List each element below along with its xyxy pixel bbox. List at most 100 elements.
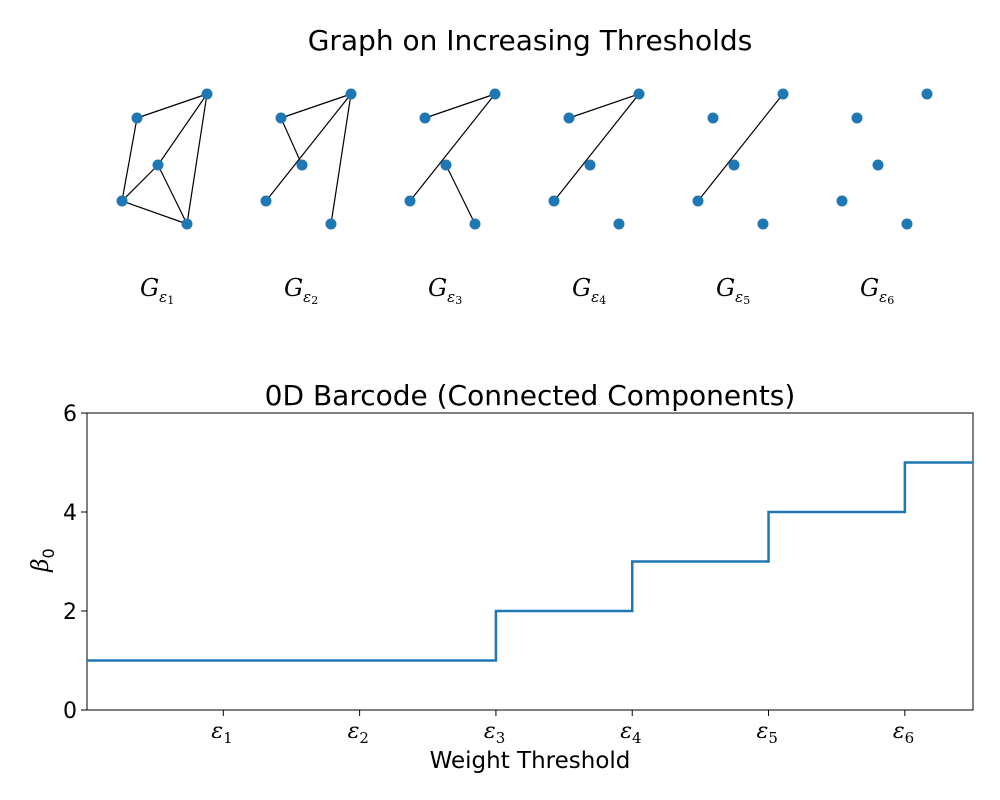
x-tick-label-symbol: ε [348,719,360,744]
graph-node [613,218,625,230]
graph-edge [330,93,352,225]
x-tick-label-sub: 2 [359,729,369,747]
graph-node [836,195,848,207]
graph-label-main: G [284,274,303,302]
graph-label: Gε2 [284,274,318,307]
x-tick-label-symbol: ε [757,719,769,744]
graph-node [260,195,272,207]
graph-panel: Gε4 [548,88,645,307]
graph-node [757,218,769,230]
y-tick-label: 2 [63,600,77,625]
y-tick-label: 6 [63,402,77,427]
graph-edge [157,93,208,166]
graph-node [181,218,193,230]
graph-node [440,159,452,171]
graph-label: Gε5 [716,274,750,307]
graph-node [851,112,863,124]
graph-label-subsub: 4 [599,294,606,307]
x-tick-label-symbol: ε [484,719,496,744]
x-axis-label: Weight Threshold [430,748,631,774]
graph-node [872,159,884,171]
graph-edge [157,164,188,225]
graph-label-main: G [860,274,879,302]
graph-node [692,195,704,207]
graph-edge [553,93,640,202]
graph-label: Gε3 [428,274,462,307]
graph-label-sub: ε [447,288,455,306]
graph-node [469,218,481,230]
x-tick-label: ε2 [348,719,369,747]
x-tick-label-sub: 1 [223,729,233,747]
x-tick-label: ε3 [484,719,505,747]
graph-label-sub: ε [303,288,311,306]
graph-edge [265,93,352,202]
graph-edge [409,93,496,202]
x-tick-label: ε5 [757,719,778,747]
x-tick-label-sub: 4 [632,729,642,747]
graph-label-main: G [428,274,447,302]
graph-edge [186,93,208,225]
graph-node [296,159,308,171]
graph-node [116,195,128,207]
x-tick-label-sub: 6 [905,729,915,747]
graph-node [325,218,337,230]
x-tick-label: ε1 [211,719,232,747]
graph-edge [280,93,352,119]
graph-node [901,218,913,230]
x-tick-label: ε6 [893,719,914,747]
graph-panels: Gε1 Gε2 Gε3 Gε4 Gε5 Gε6 [116,88,933,307]
graph-node [201,88,213,100]
graph-label-main: G [716,274,735,302]
graph-node [152,159,164,171]
graph-label-subsub: 5 [743,294,750,307]
chart-title: 0D Barcode (Connected Components) [265,379,796,412]
x-tick-label-sub: 3 [496,729,506,747]
graph-panel: Gε3 [404,88,501,307]
x-tick-label-symbol: ε [620,719,632,744]
y-axis-label-sub: 0 [39,548,58,558]
graph-edge [568,93,640,119]
graph-label-sub: ε [159,288,167,306]
graph-node [563,112,575,124]
graph-label-subsub: 2 [311,294,318,307]
graph-label-subsub: 1 [167,294,174,307]
graph-node [131,112,143,124]
y-tick-label: 0 [63,699,77,724]
graph-node [921,88,933,100]
graph-edge [121,200,188,225]
barcode-step-line [87,461,973,662]
graph-node [777,88,789,100]
graph-label-sub: ε [735,288,743,306]
graph-node [707,112,719,124]
graph-edge [424,93,496,119]
graph-node [584,159,596,171]
graph-node [404,195,416,207]
graph-label-subsub: 6 [887,294,894,307]
graph-node [728,159,740,171]
graph-edge [280,117,303,166]
graph-node [548,195,560,207]
graph-panel: Gε6 [836,88,933,307]
graph-label-main: G [140,274,159,302]
graph-edge [121,117,138,202]
graph-node [275,112,287,124]
graph-panel: Gε1 [116,88,213,307]
x-tick-label-symbol: ε [893,719,905,744]
graph-panel: Gε5 [692,88,789,307]
graph-edge [121,164,159,202]
graph-node [419,112,431,124]
graph-node [345,88,357,100]
graph-edge [697,93,784,202]
graph-node [633,88,645,100]
graph-node [489,88,501,100]
y-axis-label: β0 [28,548,58,572]
graph-label-sub: ε [591,288,599,306]
graph-label: Gε6 [860,274,894,307]
graph-panel: Gε2 [260,88,357,307]
plot-frame [86,412,974,711]
graph-label: Gε4 [572,274,606,307]
graph-label-sub: ε [879,288,887,306]
y-axis-label-symbol: β [28,558,54,572]
